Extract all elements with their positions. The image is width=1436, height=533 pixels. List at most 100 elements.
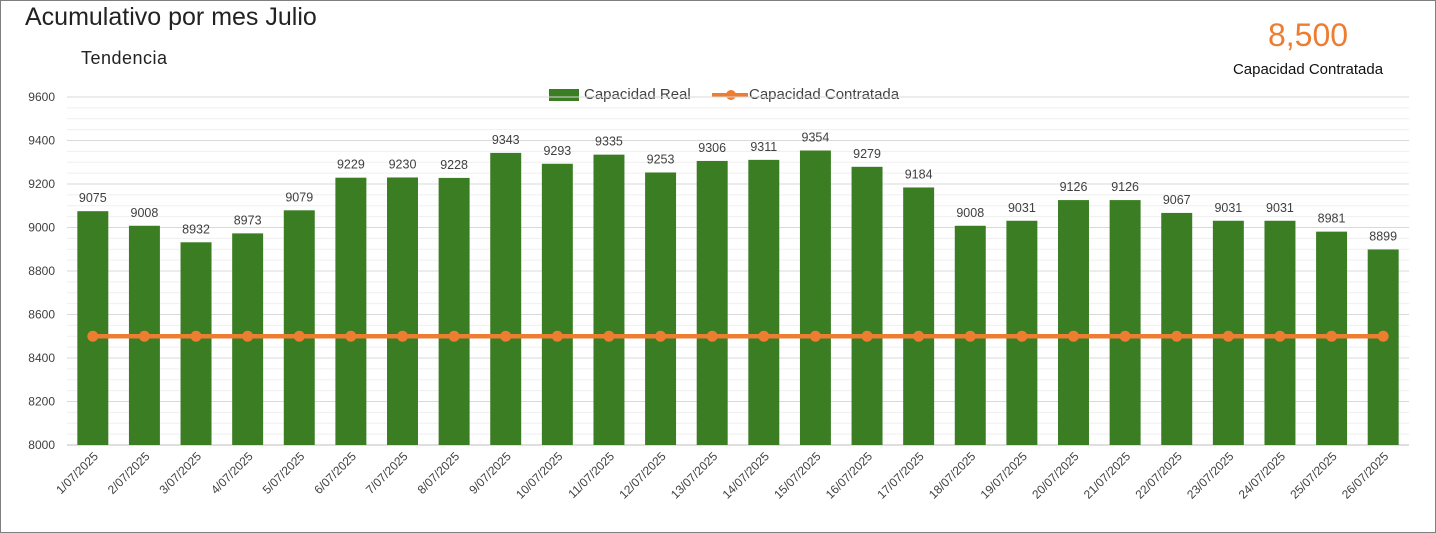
bar — [490, 152, 522, 445]
line-point — [190, 330, 202, 342]
x-tick-label: 6/07/2025 — [311, 449, 359, 497]
line-point — [603, 330, 615, 342]
bar-data-label: 8981 — [1318, 212, 1346, 226]
x-tick-label: 2/07/2025 — [105, 449, 153, 497]
line-point — [964, 330, 976, 342]
bar-data-label: 9067 — [1163, 193, 1191, 207]
bar-data-label: 9311 — [750, 140, 777, 154]
bar — [748, 159, 780, 446]
bar-data-label: 9306 — [698, 141, 726, 155]
bar-data-label: 9354 — [802, 131, 830, 145]
bar-data-label: 9228 — [440, 158, 468, 172]
chart-title: Acumulativo por mes Julio — [25, 3, 317, 31]
x-tick-label: 19/07/2025 — [978, 449, 1031, 502]
x-tick-label: 11/07/2025 — [565, 449, 617, 501]
bar — [851, 166, 883, 445]
bar-data-label: 8899 — [1369, 229, 1397, 243]
line-point — [448, 330, 460, 342]
bar — [180, 242, 212, 445]
line-point — [1377, 330, 1389, 342]
bar — [799, 150, 831, 445]
y-tick-label: 9000 — [28, 221, 55, 235]
bar-data-label: 9230 — [389, 157, 417, 171]
bar-data-label: 9126 — [1111, 180, 1139, 194]
bar — [593, 154, 625, 445]
line-point — [1326, 330, 1338, 342]
line-point — [551, 330, 563, 342]
bar — [438, 177, 470, 445]
x-tick-label: 13/07/2025 — [668, 449, 721, 502]
x-tick-label: 3/07/2025 — [157, 449, 205, 497]
legend-bar-swatch-icon — [549, 89, 579, 101]
y-tick-label: 8400 — [28, 351, 55, 365]
y-tick-label: 8000 — [28, 438, 55, 452]
bar-data-label: 8932 — [182, 222, 210, 236]
bar-data-label: 9126 — [1060, 180, 1088, 194]
line-point — [242, 330, 254, 342]
x-tick-label: 23/07/2025 — [1184, 449, 1237, 502]
bar-data-label: 9279 — [853, 147, 881, 161]
y-tick-label: 8600 — [28, 308, 55, 322]
x-tick-label: 26/07/2025 — [1339, 449, 1392, 502]
x-tick-label: 1/07/2025 — [53, 449, 101, 497]
bar — [283, 210, 315, 445]
x-tick-label: 18/07/2025 — [926, 449, 979, 502]
x-tick-label: 14/07/2025 — [720, 449, 773, 502]
x-tick-label: 15/07/2025 — [771, 449, 824, 502]
x-tick-label: 5/07/2025 — [260, 449, 308, 497]
y-tick-label: 8800 — [28, 264, 55, 278]
bar-data-label: 9253 — [647, 152, 675, 166]
x-tick-label: 25/07/2025 — [1287, 449, 1340, 502]
x-tick-label: 8/07/2025 — [415, 449, 463, 497]
bar — [903, 187, 935, 446]
x-tick-label: 16/07/2025 — [823, 449, 876, 502]
line-point — [293, 330, 305, 342]
y-tick-label: 9600 — [28, 90, 55, 104]
line-point — [1222, 330, 1234, 342]
bar-data-label: 9293 — [543, 144, 571, 158]
bar-data-label: 9031 — [1266, 201, 1294, 215]
y-tick-label: 9400 — [28, 134, 55, 148]
bar-data-label: 9031 — [1008, 201, 1036, 215]
bar-data-label: 9008 — [131, 206, 159, 220]
bar-data-label: 9079 — [285, 190, 313, 204]
bar — [696, 160, 728, 445]
bar-data-label: 9335 — [595, 135, 623, 149]
x-tick-label: 20/07/2025 — [1029, 449, 1082, 502]
x-tick-label: 7/07/2025 — [363, 449, 411, 497]
bar-data-label: 9229 — [337, 158, 365, 172]
line-point — [861, 330, 873, 342]
x-tick-label: 21/07/2025 — [1081, 449, 1134, 502]
kpi-value: 8,500 — [1267, 17, 1349, 53]
line-point — [809, 330, 821, 342]
bar — [1109, 200, 1141, 445]
bar-data-label: 9184 — [905, 167, 933, 181]
bar-data-label: 8973 — [234, 213, 262, 227]
line-point — [138, 330, 150, 342]
line-point — [655, 330, 667, 342]
legend-label-capacidad-contratada: Capacidad Contratada — [749, 86, 900, 103]
chart-subtitle: Tendencia — [81, 48, 168, 68]
legend-dot-icon — [726, 90, 736, 100]
line-point — [345, 330, 357, 342]
line-point — [1274, 330, 1286, 342]
bar — [387, 177, 418, 445]
legend-label-capacidad-real: Capacidad Real — [584, 86, 691, 103]
x-tick-label: 9/07/2025 — [466, 449, 514, 497]
bar-data-label: 9008 — [956, 206, 984, 220]
bar — [645, 172, 677, 445]
bar-data-label: 9075 — [79, 191, 107, 205]
line-point — [1068, 330, 1079, 342]
y-tick-label: 9200 — [28, 177, 55, 191]
line-point — [397, 330, 408, 342]
bar — [1161, 212, 1193, 445]
bar-data-label: 9343 — [492, 133, 520, 147]
bar — [1058, 200, 1089, 445]
x-tick-label: 22/07/2025 — [1132, 449, 1185, 502]
bar — [77, 211, 109, 445]
x-tick-label: 4/07/2025 — [208, 449, 256, 497]
x-tick-label: 10/07/2025 — [513, 449, 566, 502]
line-point — [1171, 330, 1183, 342]
